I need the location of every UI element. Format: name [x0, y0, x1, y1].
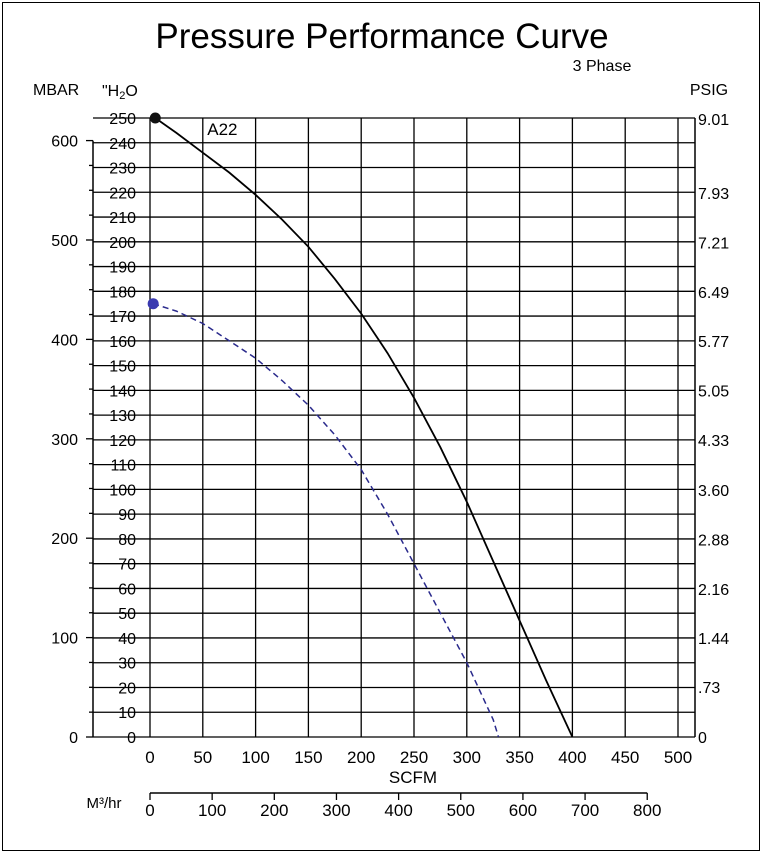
scfm-tick-label: 100	[241, 748, 269, 767]
inh2o-tick-label: 240	[109, 136, 136, 153]
inh2o-tick-label: 210	[109, 210, 136, 227]
inh2o-tick-label: 110	[110, 458, 136, 475]
inh2o-tick-label: 20	[118, 680, 136, 697]
series-line-1	[152, 302, 500, 738]
mbar-axis-label: MBAR	[33, 82, 79, 99]
m3hr-tick-label: 300	[322, 801, 350, 820]
inh2o-tick-label: 60	[118, 581, 136, 598]
ticks: 0100200300400500600010203040506070809010…	[51, 111, 729, 820]
psig-tick-label: 5.77	[698, 334, 729, 351]
inh2o-tick-label: 190	[109, 260, 136, 277]
psig-tick-label: 2.88	[698, 532, 729, 549]
series-line-0	[154, 117, 574, 738]
m3hr-tick-label: 700	[571, 801, 599, 820]
series-label-0: A22	[207, 120, 237, 139]
psig-tick-label: 7.93	[698, 186, 729, 203]
inh2o-tick-label: 150	[109, 359, 136, 376]
inh2o-tick-label: 120	[109, 433, 136, 450]
mbar-tick-label: 300	[51, 432, 78, 449]
inh2o-tick-label: 50	[118, 606, 136, 623]
m3hr-tick-label: 100	[198, 801, 226, 820]
inh2o-tick-label: 180	[109, 284, 136, 301]
grid	[93, 117, 695, 738]
inh2o-tick-label: 170	[109, 309, 136, 326]
psig-tick-label: 9.01	[698, 112, 729, 129]
mbar-tick-label: 100	[51, 631, 78, 648]
scfm-tick-label: 350	[505, 748, 533, 767]
psig-tick-label: 1.44	[698, 631, 729, 648]
series-layer: A22	[147, 112, 574, 738]
scfm-tick-label: 200	[347, 748, 375, 767]
inh2o-tick-label: 30	[118, 656, 136, 673]
scfm-tick-label: 400	[558, 748, 586, 767]
scfm-tick-label: 300	[453, 748, 481, 767]
psig-axis-label: PSIG	[690, 82, 728, 99]
inh2o-tick-label: 40	[118, 631, 136, 648]
psig-tick-label: 2.16	[698, 582, 729, 599]
mbar-tick-label: 400	[51, 332, 78, 349]
series-marker-0	[149, 112, 161, 124]
m3hr-tick-label: 500	[447, 801, 475, 820]
inh2o-tick-label: 90	[118, 507, 136, 524]
mbar-tick-label: 500	[51, 233, 78, 250]
m3hr-axis-label: M³/hr	[87, 795, 122, 812]
scfm-tick-label: 250	[400, 748, 428, 767]
chart-subtitle: 3 Phase	[573, 58, 632, 75]
inh2o-tick-label: 80	[118, 532, 136, 549]
scfm-tick-label: 0	[145, 748, 154, 767]
inh2o-tick-label: 130	[109, 408, 136, 425]
inh2o-tick-label: 100	[109, 482, 136, 499]
m3hr-tick-label: 400	[384, 801, 412, 820]
inh2o-tick-label: 220	[109, 185, 136, 202]
inh2o-tick-label: 140	[109, 383, 136, 400]
m3hr-tick-label: 0	[145, 801, 154, 820]
inh2o-tick-label: 250	[109, 111, 136, 128]
mbar-tick-label: 200	[51, 531, 78, 548]
psig-tick-label: 4.33	[698, 433, 729, 450]
scfm-tick-label: 450	[611, 748, 639, 767]
psig-tick-label: 7.21	[698, 235, 729, 252]
inh2o-tick-label: 160	[109, 334, 136, 351]
psig-tick-label: .73	[698, 680, 720, 697]
mbar-tick-label: 0	[69, 730, 78, 747]
inh2o-tick-label: 230	[109, 161, 136, 178]
axes	[92, 118, 696, 794]
m3hr-tick-label: 800	[633, 801, 661, 820]
psig-tick-label: 6.49	[698, 285, 729, 302]
inh2o-tick-label: 70	[118, 557, 136, 574]
chart-title: Pressure Performance Curve	[155, 17, 608, 56]
m3hr-tick-label: 600	[509, 801, 537, 820]
inh2o-tick-label: 200	[109, 235, 136, 252]
inh2o-tick-label: 0	[127, 730, 136, 747]
series-marker-1	[147, 298, 159, 310]
inh2o-axis-label: "H2O	[102, 83, 138, 102]
psig-tick-label: 5.05	[698, 384, 729, 401]
x-axis-label: SCFM	[389, 768, 437, 787]
psig-tick-label: 3.60	[698, 483, 729, 500]
scfm-tick-label: 150	[294, 748, 322, 767]
mbar-tick-label: 600	[51, 134, 78, 151]
inh2o-tick-label: 10	[118, 705, 136, 722]
psig-tick-label: 0	[698, 730, 707, 747]
m3hr-tick-label: 200	[260, 801, 288, 820]
scfm-tick-label: 50	[193, 748, 212, 767]
scfm-tick-label: 500	[664, 748, 692, 767]
